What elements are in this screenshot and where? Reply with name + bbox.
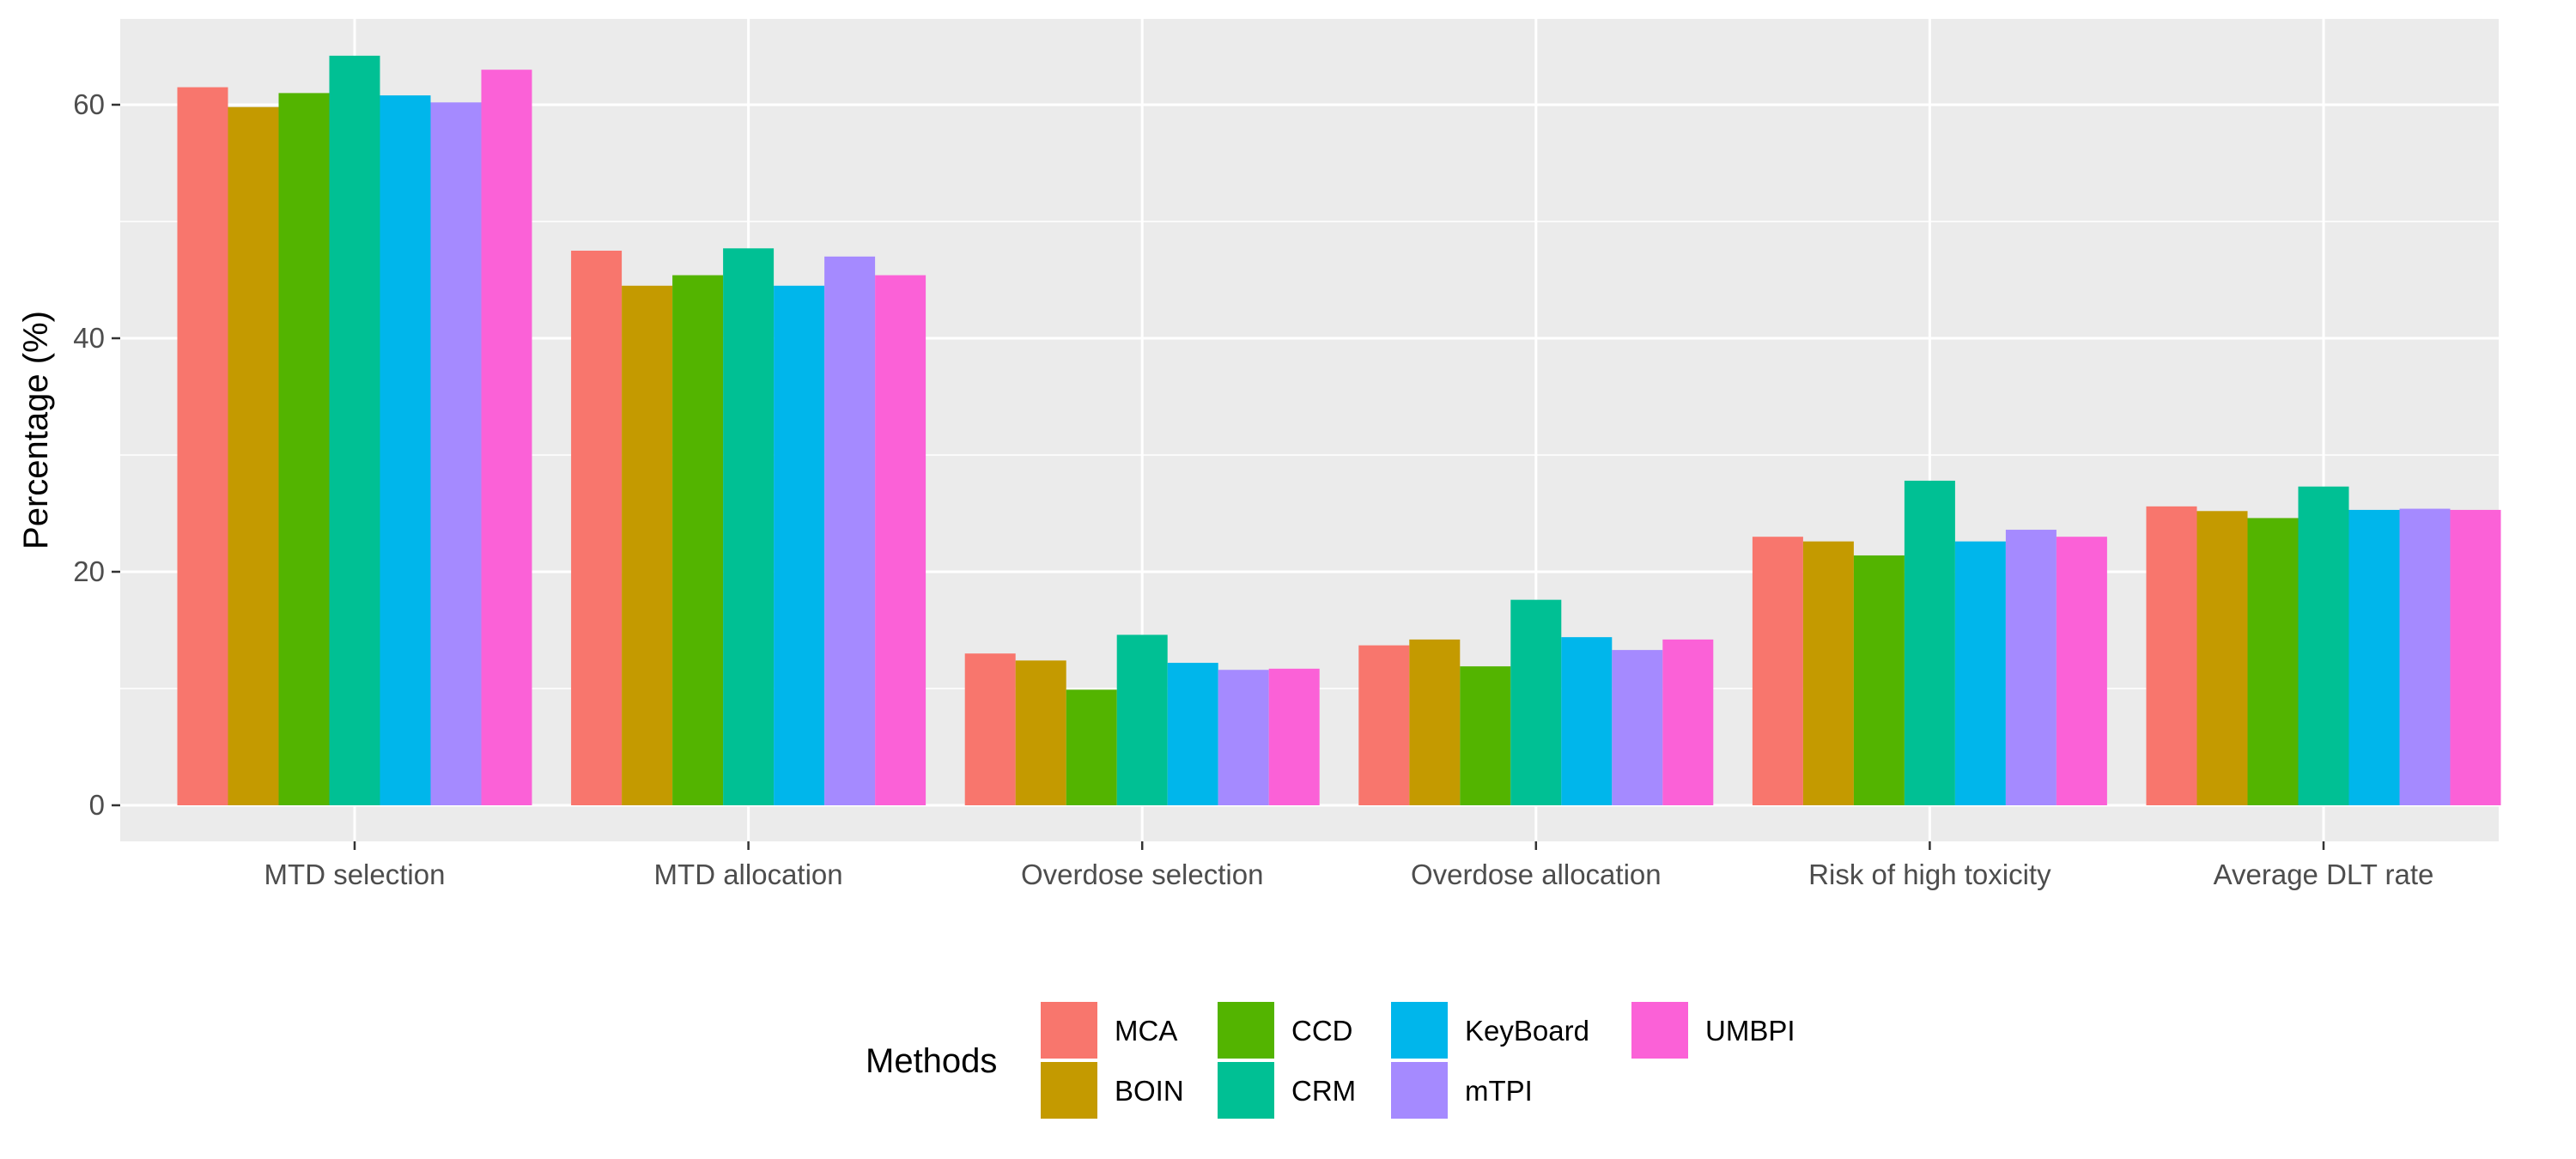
bar-mca-4: [1752, 537, 1803, 805]
legend-item-crm: CRM: [1218, 1062, 1356, 1119]
x-tick-label: Average DLT rate: [2214, 859, 2434, 890]
legend-key-mca: [1041, 1002, 1097, 1059]
x-tick-label: MTD selection: [264, 859, 446, 890]
bar-boin-1: [622, 285, 673, 805]
bar-mtpi-0: [430, 102, 482, 805]
bar-mca-2: [964, 653, 1016, 805]
legend-key-umbpi: [1631, 1002, 1688, 1059]
bar-ccd-4: [1853, 555, 1905, 805]
bar-keyboard-2: [1167, 663, 1218, 805]
legend-label-boin: BOIN: [1115, 1075, 1184, 1107]
bar-crm-5: [2298, 486, 2349, 805]
bar-mca-3: [1358, 645, 1410, 805]
bar-keyboard-3: [1561, 637, 1613, 805]
bar-ccd-3: [1460, 666, 1511, 805]
bar-crm-0: [329, 55, 380, 805]
bar-mtpi-1: [824, 256, 876, 805]
legend-key-crm: [1218, 1062, 1274, 1119]
x-tick-label: Risk of high toxicity: [1808, 859, 2051, 890]
legend-items: MCA BOIN CCD CRM KeyBoard mTPI UMBPI: [1041, 1002, 1795, 1119]
bar-keyboard-0: [380, 95, 431, 806]
legend-item-boin: BOIN: [1041, 1062, 1184, 1119]
bar-umbpi-4: [2056, 537, 2107, 805]
bar-boin-5: [2196, 511, 2248, 805]
x-axis: MTD selection MTD allocation Overdose sele…: [264, 841, 2434, 890]
bar-boin-2: [1015, 660, 1066, 805]
bar-umbpi-1: [875, 275, 927, 805]
legend-key-ccd: [1218, 1002, 1274, 1059]
bar-umbpi-3: [1662, 639, 1714, 805]
bar-crm-1: [723, 248, 775, 805]
bar-mtpi-4: [2005, 530, 2057, 805]
bar-keyboard-1: [774, 285, 825, 805]
legend-label-umbpi: UMBPI: [1705, 1015, 1795, 1047]
legend-key-boin: [1041, 1062, 1097, 1119]
bar-umbpi-5: [2450, 509, 2501, 805]
legend-item-umbpi: UMBPI: [1631, 1002, 1795, 1059]
bar-umbpi-0: [481, 70, 532, 805]
legend-label-keyboard: KeyBoard: [1465, 1015, 1589, 1047]
legend-label-crm: CRM: [1291, 1075, 1356, 1107]
bar-mca-0: [177, 87, 228, 806]
x-tick-label: MTD allocation: [654, 859, 843, 890]
legend-label-ccd: CCD: [1291, 1015, 1353, 1047]
y-axis-title: Percentage (%): [17, 311, 55, 549]
bar-ccd-2: [1066, 689, 1117, 805]
bar-crm-3: [1510, 599, 1562, 805]
bar-keyboard-5: [2348, 509, 2400, 805]
x-tick-label: Overdose allocation: [1411, 859, 1662, 890]
bar-boin-4: [1802, 541, 1854, 805]
y-tick-label: 0: [89, 789, 105, 821]
bar-ccd-1: [672, 275, 724, 805]
bar-mca-1: [571, 251, 623, 805]
legend-title: Methods: [866, 1042, 997, 1080]
bar-ccd-0: [278, 93, 330, 805]
bar-boin-3: [1409, 639, 1461, 805]
legend-item-mca: MCA: [1041, 1002, 1177, 1059]
legend: Methods MCA BOIN CCD CRM KeyBoard mTPI UMBPI: [866, 1002, 1795, 1119]
bar-keyboard-4: [1954, 541, 2006, 805]
legend-key-keyboard: [1391, 1002, 1448, 1059]
bar-crm-2: [1116, 634, 1168, 805]
bar-mtpi-3: [1612, 650, 1663, 805]
y-axis: 0 20 40 60: [73, 88, 120, 821]
bar-ccd-5: [2247, 518, 2299, 805]
bar-crm-4: [1904, 480, 1955, 805]
bars: [177, 55, 2501, 806]
legend-item-ccd: CCD: [1218, 1002, 1353, 1059]
y-tick-label: 20: [73, 555, 105, 587]
legend-item-keyboard: KeyBoard: [1391, 1002, 1589, 1059]
x-tick-label: Overdose selection: [1021, 859, 1263, 890]
bar-boin-0: [228, 106, 279, 806]
bar-umbpi-2: [1268, 668, 1320, 805]
bar-mtpi-5: [2399, 508, 2451, 805]
bar-mca-5: [2146, 506, 2197, 805]
y-tick-label: 60: [73, 88, 105, 120]
legend-label-mtpi: mTPI: [1465, 1075, 1533, 1107]
legend-item-mtpi: mTPI: [1391, 1062, 1533, 1119]
legend-key-mtpi: [1391, 1062, 1448, 1119]
y-tick-label: 40: [73, 322, 105, 354]
legend-label-mca: MCA: [1115, 1015, 1177, 1047]
bar-mtpi-2: [1218, 670, 1269, 805]
